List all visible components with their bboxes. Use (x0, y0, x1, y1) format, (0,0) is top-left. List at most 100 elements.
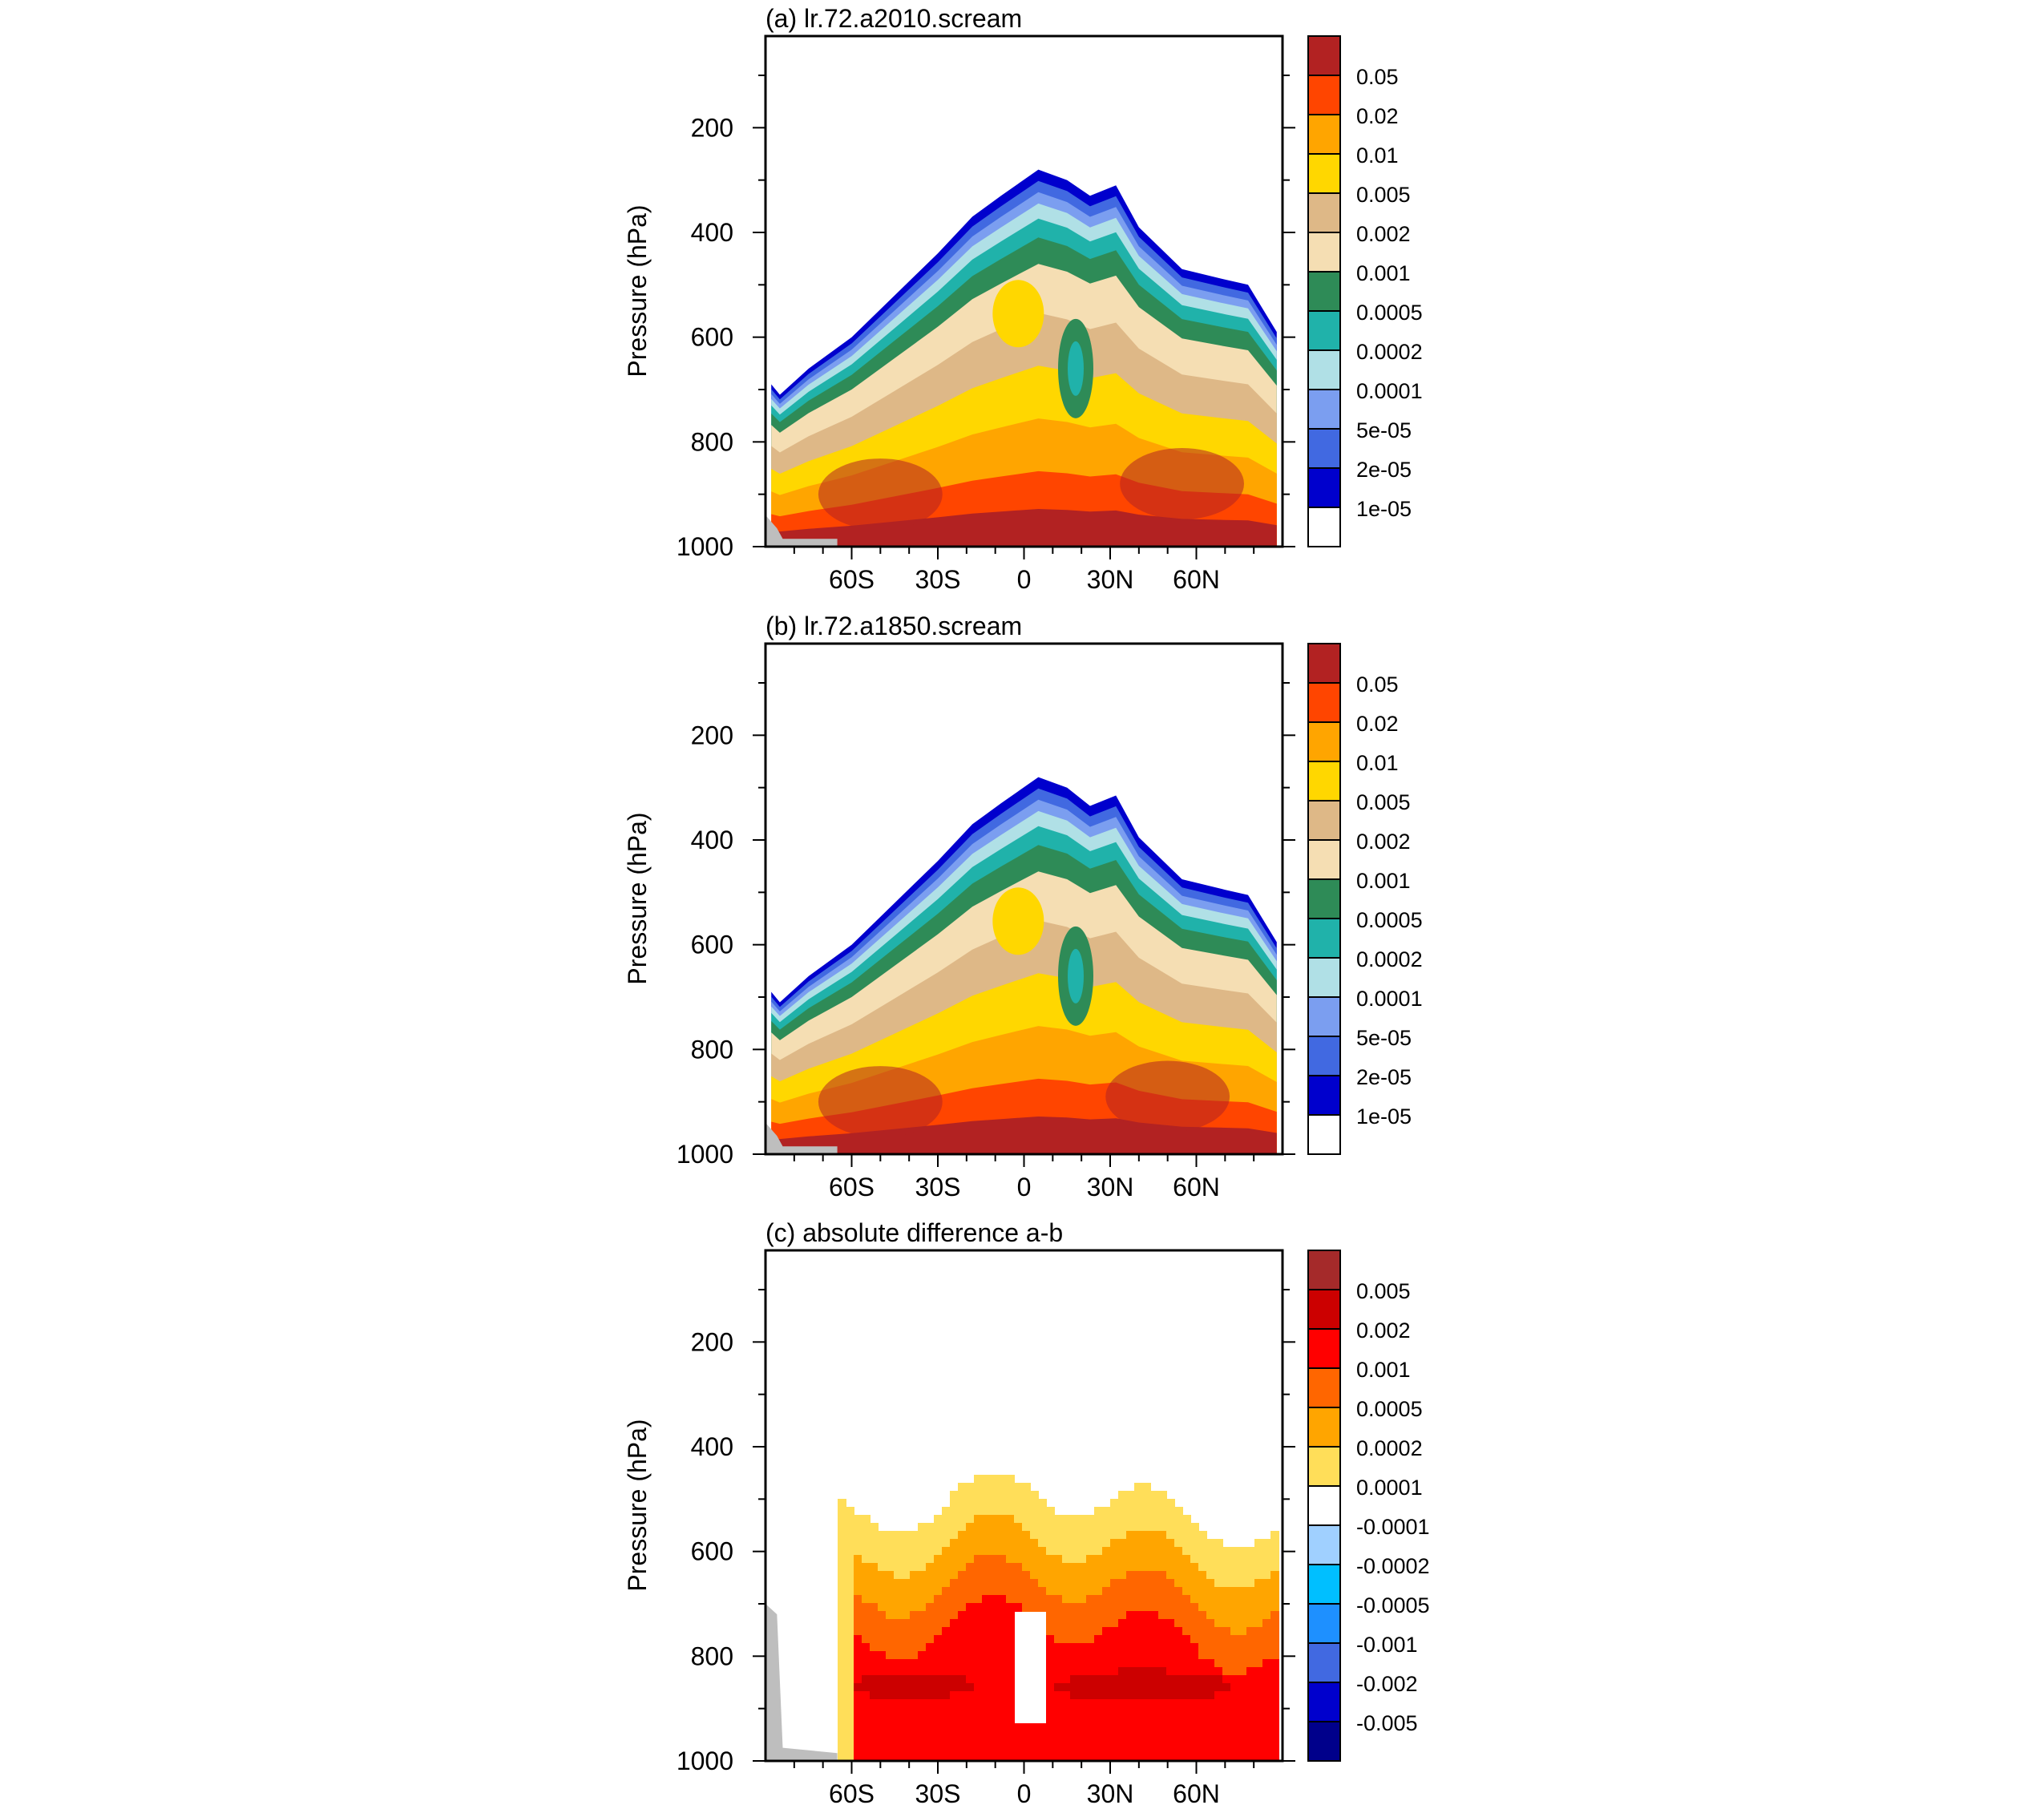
difference-cell (1246, 1699, 1255, 1708)
difference-cell (1110, 1499, 1119, 1508)
difference-cell (1222, 1667, 1231, 1676)
difference-cell (926, 1675, 935, 1684)
difference-cell (854, 1595, 862, 1604)
difference-cell (1206, 1611, 1215, 1620)
difference-cell (926, 1723, 935, 1732)
difference-cell (1134, 1531, 1143, 1540)
difference-cell (1062, 1555, 1071, 1564)
difference-cell (886, 1595, 895, 1604)
difference-cell (886, 1555, 895, 1564)
difference-cell (1022, 1499, 1031, 1508)
difference-cell (1086, 1571, 1095, 1580)
difference-cell (918, 1595, 927, 1604)
difference-cell (854, 1587, 862, 1596)
difference-cell (1182, 1547, 1191, 1556)
difference-cell (894, 1579, 903, 1588)
difference-cell (942, 1755, 951, 1761)
difference-cell (1078, 1699, 1087, 1708)
difference-cell (1270, 1675, 1279, 1684)
difference-cell (862, 1587, 871, 1596)
difference-cell (926, 1579, 935, 1588)
difference-cell (862, 1515, 871, 1524)
difference-cell (1214, 1627, 1223, 1636)
difference-cell (1070, 1715, 1079, 1724)
difference-cell (1166, 1547, 1175, 1556)
colorbar-label: 0.005 (1356, 183, 1411, 207)
difference-cell (1230, 1619, 1239, 1628)
difference-cell (886, 1563, 895, 1572)
difference-cell (1030, 1523, 1039, 1532)
difference-cell (878, 1547, 887, 1556)
colorbar-box (1307, 349, 1341, 390)
difference-cell (974, 1651, 983, 1660)
difference-cell (846, 1643, 854, 1652)
colorbar-box (1307, 1289, 1341, 1330)
difference-cell (966, 1499, 975, 1508)
difference-cell (918, 1635, 927, 1644)
difference-cell (870, 1651, 879, 1660)
y-tick-label: 400 (691, 826, 733, 854)
difference-cell (974, 1739, 983, 1748)
colorbar-label: 0.0005 (1356, 908, 1423, 932)
difference-cell (846, 1683, 854, 1692)
difference-cell (886, 1611, 895, 1620)
difference-cell (1238, 1571, 1247, 1580)
difference-cell (966, 1691, 975, 1700)
difference-cell (902, 1547, 911, 1556)
difference-cell (910, 1715, 919, 1724)
difference-cell (934, 1595, 943, 1604)
y-tick-label: 600 (691, 931, 733, 959)
difference-cell (1102, 1539, 1111, 1548)
difference-cell (982, 1707, 991, 1716)
difference-cell (926, 1555, 935, 1564)
difference-cell (966, 1627, 975, 1636)
difference-cell (934, 1731, 943, 1740)
difference-cell (1054, 1635, 1063, 1644)
difference-cell (1262, 1587, 1271, 1596)
panel-b-colorbar: 0.050.020.010.0050.0020.0010.00050.00020… (1307, 643, 1423, 1155)
difference-cell (1142, 1651, 1151, 1660)
difference-cell (1230, 1651, 1239, 1660)
difference-cell (862, 1715, 871, 1724)
difference-cell (1078, 1579, 1087, 1588)
difference-cell (1254, 1699, 1263, 1708)
panel-b-x-axis: 60S 30S 0 30N 60N (793, 1154, 1255, 1201)
difference-cell (854, 1723, 862, 1732)
difference-cell (950, 1571, 959, 1580)
difference-cell (1206, 1547, 1215, 1556)
difference-cell (1166, 1539, 1175, 1548)
difference-cell (1262, 1691, 1271, 1700)
difference-cell (1118, 1675, 1127, 1684)
difference-cell (838, 1499, 846, 1508)
difference-cell (1078, 1619, 1087, 1628)
difference-cell (982, 1587, 991, 1596)
difference-cell (1214, 1747, 1223, 1756)
difference-cell (838, 1747, 846, 1756)
difference-cell (1134, 1555, 1143, 1564)
difference-cell (902, 1619, 911, 1628)
difference-cell (990, 1523, 999, 1532)
difference-cell (1150, 1603, 1159, 1612)
difference-cell (1062, 1587, 1071, 1596)
difference-cell (1102, 1699, 1111, 1708)
colorbar-box (1307, 507, 1341, 547)
difference-cell (1054, 1555, 1063, 1564)
difference-cell (1006, 1659, 1015, 1668)
difference-cell (878, 1699, 887, 1708)
difference-cell (1166, 1683, 1175, 1692)
difference-cell (854, 1619, 862, 1628)
difference-cell (854, 1755, 862, 1761)
difference-cell (870, 1603, 879, 1612)
panel-c-colorbar: 0.0050.0020.0010.00050.00020.0001-0.0001… (1307, 1250, 1430, 1762)
difference-cell (1014, 1523, 1023, 1532)
difference-cell (1006, 1523, 1015, 1532)
difference-cell (1102, 1531, 1111, 1540)
difference-cell (1038, 1547, 1047, 1556)
x-tick-label: 30S (915, 1173, 961, 1201)
difference-cell (934, 1571, 943, 1580)
difference-cell (1174, 1555, 1183, 1564)
difference-cell (1174, 1755, 1183, 1761)
difference-cell (862, 1619, 871, 1628)
difference-cell (1062, 1747, 1071, 1756)
difference-cell (1222, 1595, 1231, 1604)
